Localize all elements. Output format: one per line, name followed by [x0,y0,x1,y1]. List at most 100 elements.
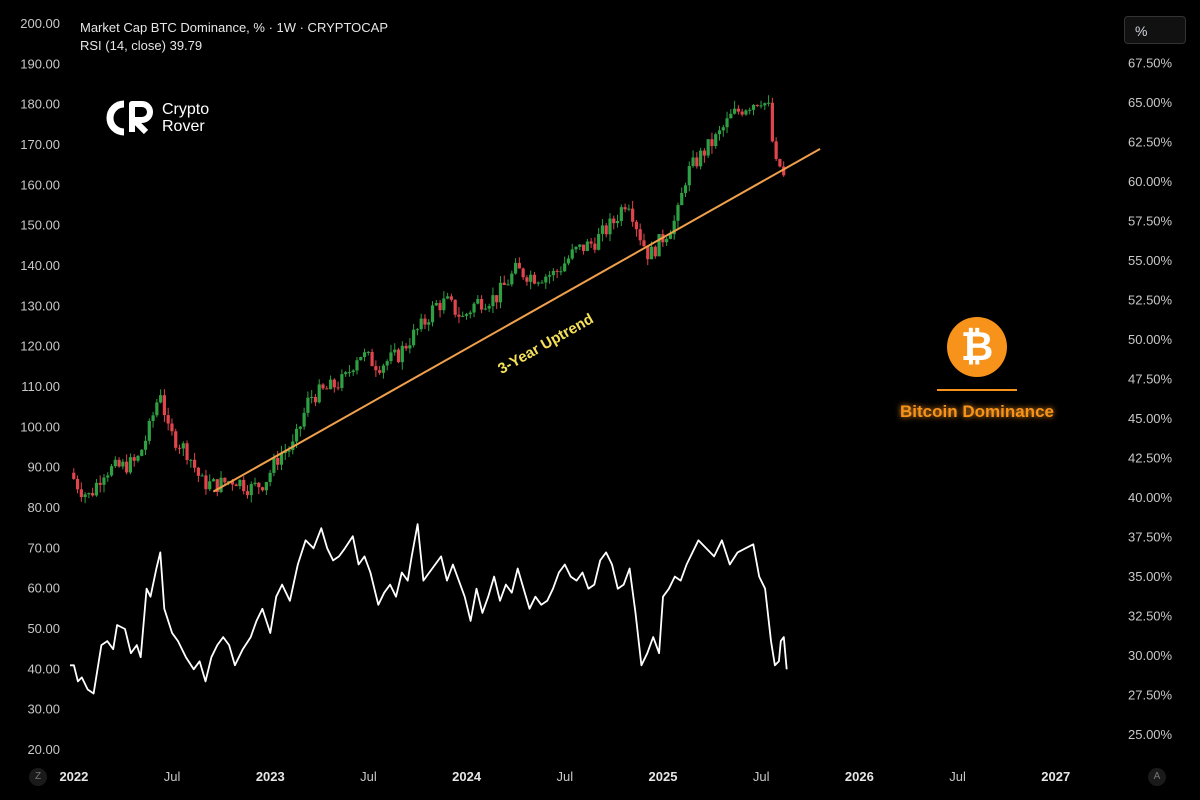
candle-body [219,477,223,492]
candle-body [102,477,106,485]
candle-body [597,233,601,250]
candle-body [574,246,578,250]
candle-body [193,459,197,468]
candle-body [125,461,129,473]
candle-body [75,478,80,490]
candle-body [593,243,597,250]
candle-body [347,372,352,374]
candle-body [434,303,438,306]
candle-body [446,296,450,299]
candle-body [340,374,344,388]
candle-body [725,118,729,128]
right-axis-tick: 30.00% [1128,648,1173,663]
left-axis-tick: 100.00 [20,419,60,434]
right-axis-tick: 32.50% [1128,608,1173,623]
x-axis-tick: 2023 [256,769,285,784]
chart-title: Market Cap BTC Dominance, % · 1W · CRYPT… [80,20,388,35]
candle-body [366,351,370,353]
zoom-reset-icon[interactable]: Z [29,768,47,786]
right-axis-tick: 47.50% [1128,371,1173,386]
x-axis-tick: Jul [557,769,574,784]
candle-body [147,420,151,441]
candle-body [113,459,117,467]
candle-body [638,229,642,241]
candle-body [272,457,276,473]
candle-body [94,482,99,496]
candle-body [495,295,499,303]
candle-body [344,372,348,375]
candle-body [623,207,627,210]
crypto-rover-logo: Crypto Rover [104,100,209,136]
right-axis-tick: 27.50% [1128,687,1173,702]
candle-body [374,366,378,371]
candle-body [419,318,423,330]
candle-body [442,298,446,311]
uptrend-line [212,147,821,493]
candle-body [389,352,393,362]
candle-body [736,108,740,112]
candle-body [491,295,495,307]
candle-body [544,276,548,283]
candle-body [733,108,737,114]
candle-body [710,139,714,147]
candle-body [355,360,359,371]
left-axis-tick: 200.00 [20,16,60,31]
right-axis-tick: 57.50% [1128,213,1173,228]
candle-body [408,345,412,349]
candle-body [683,185,688,193]
candle-body [453,299,457,315]
candle-body [476,298,480,304]
candle-body [87,493,91,495]
candle-body [748,109,752,111]
candle-body [600,225,605,234]
candle-body [393,349,397,353]
candle-body [619,207,623,221]
candle-body [461,315,465,317]
candle-body [559,271,563,273]
candle-body [200,475,204,477]
left-axis-tick: 130.00 [20,298,60,313]
candle-body [79,489,83,498]
left-axis-tick: 20.00 [27,742,60,757]
candle-body [483,308,487,310]
candle-body [385,361,389,366]
right-axis-tick: 45.00% [1128,411,1173,426]
candle-body [223,477,227,483]
candle-body [665,238,669,243]
right-axis-tick: 67.50% [1128,55,1173,70]
candle-body [502,282,506,285]
candle-body [506,284,510,286]
bitcoin-icon: ₿ [947,317,1007,377]
candle-body [706,139,710,156]
candle-body [128,457,133,473]
candle-body [378,370,382,373]
candle-body [555,270,559,272]
left-axis-tick: 120.00 [20,339,60,354]
candle-body [238,479,242,487]
x-axis-tick: Jul [753,769,770,784]
x-axis-tick: Jul [360,769,377,784]
candle-body [332,379,336,388]
candle-body [294,428,299,442]
right-axis-tick: 65.00% [1128,95,1173,110]
candle-body [615,220,620,224]
candle-body [174,431,178,448]
auto-scale-icon[interactable]: A [1148,768,1166,786]
candle-body [91,493,95,496]
candle-body [585,241,589,251]
badge-divider [937,389,1017,391]
candle-body [72,472,76,479]
candle-body [336,387,340,389]
percent-scale-button[interactable]: % [1124,16,1186,44]
candle-body [321,384,325,389]
candle-body [778,159,782,167]
candle-body [540,282,544,284]
candle-body [578,244,582,247]
logo-line-1: Crypto [162,101,210,118]
candle-body [427,322,431,325]
right-axis-tick: 35.00% [1128,569,1173,584]
candle-body [313,396,318,403]
candle-body [264,482,268,491]
candle-body [740,111,744,115]
